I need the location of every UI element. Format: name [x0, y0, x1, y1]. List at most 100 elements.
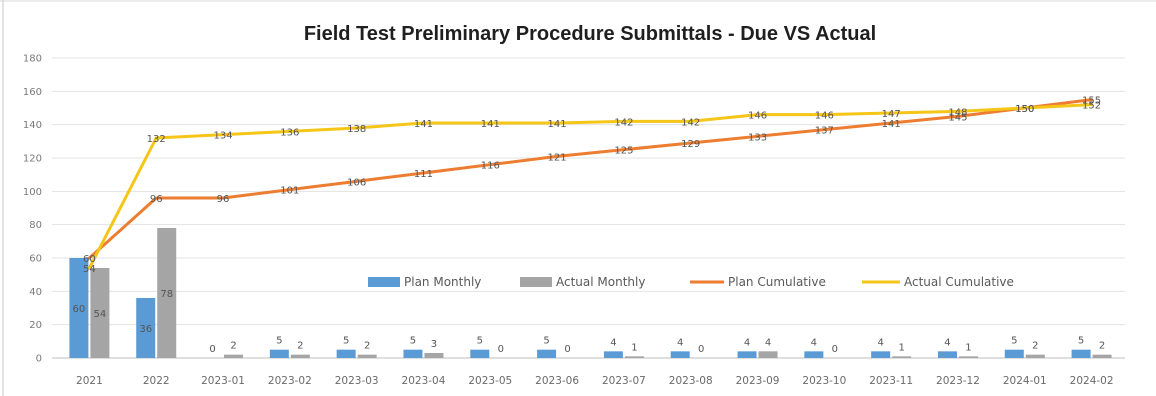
x-tick-label: 2023-07: [602, 375, 646, 387]
plan-cumulative-label: 116: [481, 161, 500, 172]
y-tick-label: 0: [36, 354, 42, 365]
actual-monthly-label: 0: [698, 344, 704, 355]
legend-label: Plan Cumulative: [728, 275, 826, 289]
y-tick-label: 20: [29, 320, 42, 331]
x-tick-label: 2023-03: [335, 375, 379, 387]
plan-monthly-label: 4: [944, 337, 950, 348]
plan-monthly-label: 5: [410, 336, 416, 347]
actual-monthly-bar: [424, 353, 444, 358]
line-series: [87, 98, 1094, 270]
plan-monthly-label: 0: [209, 344, 215, 355]
plan-cumulative-label: 96: [217, 194, 230, 205]
actual-cumulative-label: 141: [481, 119, 500, 130]
actual-monthly-label: 2: [1099, 341, 1105, 352]
actual-cumulative-label: 136: [280, 127, 299, 138]
plan-monthly-bar: [69, 258, 89, 358]
actual-monthly-label: 3: [431, 339, 437, 350]
actual-cumulative-label: 141: [414, 119, 433, 130]
plan-cumulative-label: 150: [1015, 104, 1034, 115]
y-tick-label: 120: [23, 154, 42, 165]
y-axis-ticks: 0 20 40 60 80 100 120 140 160 180: [23, 54, 42, 365]
x-tick-label: 2023-09: [736, 375, 780, 387]
x-tick-label: 2023-05: [468, 375, 512, 387]
plan-monthly-bar: [937, 351, 957, 358]
actual-monthly-bar: [624, 356, 644, 358]
plan-cumulative-line: [87, 98, 1094, 260]
plan-monthly-label: 5: [343, 336, 349, 347]
legend-label: Plan Monthly: [404, 275, 481, 289]
x-tick-label: 2021: [76, 375, 103, 387]
chart-title: Field Test Preliminary Procedure Submitt…: [304, 23, 876, 45]
actual-monthly-label: 78: [160, 289, 173, 300]
y-tick-label: 40: [29, 287, 42, 298]
plan-cumulative-label: 141: [882, 119, 901, 130]
plan-cumulative-label: 60: [83, 254, 96, 265]
y-tick-label: 60: [29, 254, 42, 265]
plan-cumulative-label: 155: [1082, 96, 1101, 107]
plan-monthly-label: 4: [877, 337, 883, 348]
plan-cumulative-label: 121: [548, 152, 567, 163]
plan-monthly-bar: [737, 351, 757, 358]
actual-cumulative-label: 147: [882, 109, 901, 120]
legend-swatch: [520, 277, 552, 287]
plan-cumulative-label: 129: [681, 139, 700, 150]
actual-cumulative-label: 134: [213, 131, 232, 142]
actual-cumulative-label: 148: [948, 107, 967, 118]
actual-cumulative-label: 152: [1082, 101, 1101, 112]
y-tick-label: 80: [29, 220, 42, 231]
x-tick-label: 2023-11: [869, 375, 913, 387]
plan-monthly-label: 4: [811, 337, 817, 348]
actual-monthly-label: 1: [631, 342, 637, 353]
x-tick-label: 2024-02: [1070, 375, 1114, 387]
x-tick-label: 2023-02: [268, 375, 312, 387]
legend-swatch: [368, 277, 400, 287]
actual-monthly-bar: [892, 356, 912, 358]
actual-monthly-label: 4: [765, 337, 771, 348]
x-tick-label: 2022: [143, 375, 170, 387]
actual-monthly-bar: [1092, 354, 1112, 358]
actual-cumulative-line: [87, 103, 1094, 270]
plan-cumulative-label: 137: [815, 126, 834, 137]
actual-monthly-bar: [758, 351, 778, 358]
actual-monthly-label: 2: [230, 341, 236, 352]
actual-monthly-label: 1: [965, 342, 971, 353]
actual-monthly-bar: [1025, 354, 1045, 358]
actual-monthly-label: 0: [564, 344, 570, 355]
plan-cumulative-label: 125: [614, 146, 633, 157]
y-tick-label: 100: [23, 187, 42, 198]
actual-cumulative-label: 141: [548, 119, 567, 130]
plan-monthly-label: 5: [1011, 336, 1017, 347]
x-tick-label: 2023-12: [936, 375, 980, 387]
plan-monthly-bar: [1071, 349, 1091, 358]
actual-cumulative-label: 146: [815, 111, 834, 122]
x-tick-label: 2023-10: [802, 375, 846, 387]
bar-series: [69, 228, 1112, 358]
plan-monthly-bar: [804, 351, 824, 358]
actual-cumulative-label: 54: [83, 264, 96, 275]
plan-monthly-label: 4: [610, 337, 616, 348]
plan-monthly-bar: [336, 349, 356, 358]
actual-cumulative-label: 142: [681, 117, 700, 128]
plan-cumulative-label: 101: [280, 186, 299, 197]
plan-cumulative-label: 111: [414, 169, 433, 180]
plan-monthly-bar: [537, 349, 557, 358]
y-tick-label: 160: [23, 87, 42, 98]
plan-monthly-bar: [871, 351, 891, 358]
actual-cumulative-label: 146: [748, 111, 767, 122]
plan-cumulative-label: 106: [347, 177, 366, 188]
y-tick-label: 180: [23, 54, 42, 65]
actual-cumulative-label: 150: [1015, 104, 1034, 115]
legend-label: Actual Monthly: [556, 275, 645, 289]
x-tick-label: 2023-06: [535, 375, 579, 387]
plan-cumulative-label: 133: [748, 132, 767, 143]
plan-monthly-bar: [603, 351, 623, 358]
actual-monthly-bar: [90, 268, 110, 358]
actual-monthly-bar: [157, 228, 177, 358]
legend: Plan Monthly Actual Monthly Plan Cumulativ…: [368, 275, 1014, 289]
actual-monthly-label: 2: [297, 341, 303, 352]
actual-monthly-label: 54: [94, 309, 107, 320]
plan-monthly-bar: [136, 298, 156, 358]
plan-monthly-bar: [269, 349, 289, 358]
